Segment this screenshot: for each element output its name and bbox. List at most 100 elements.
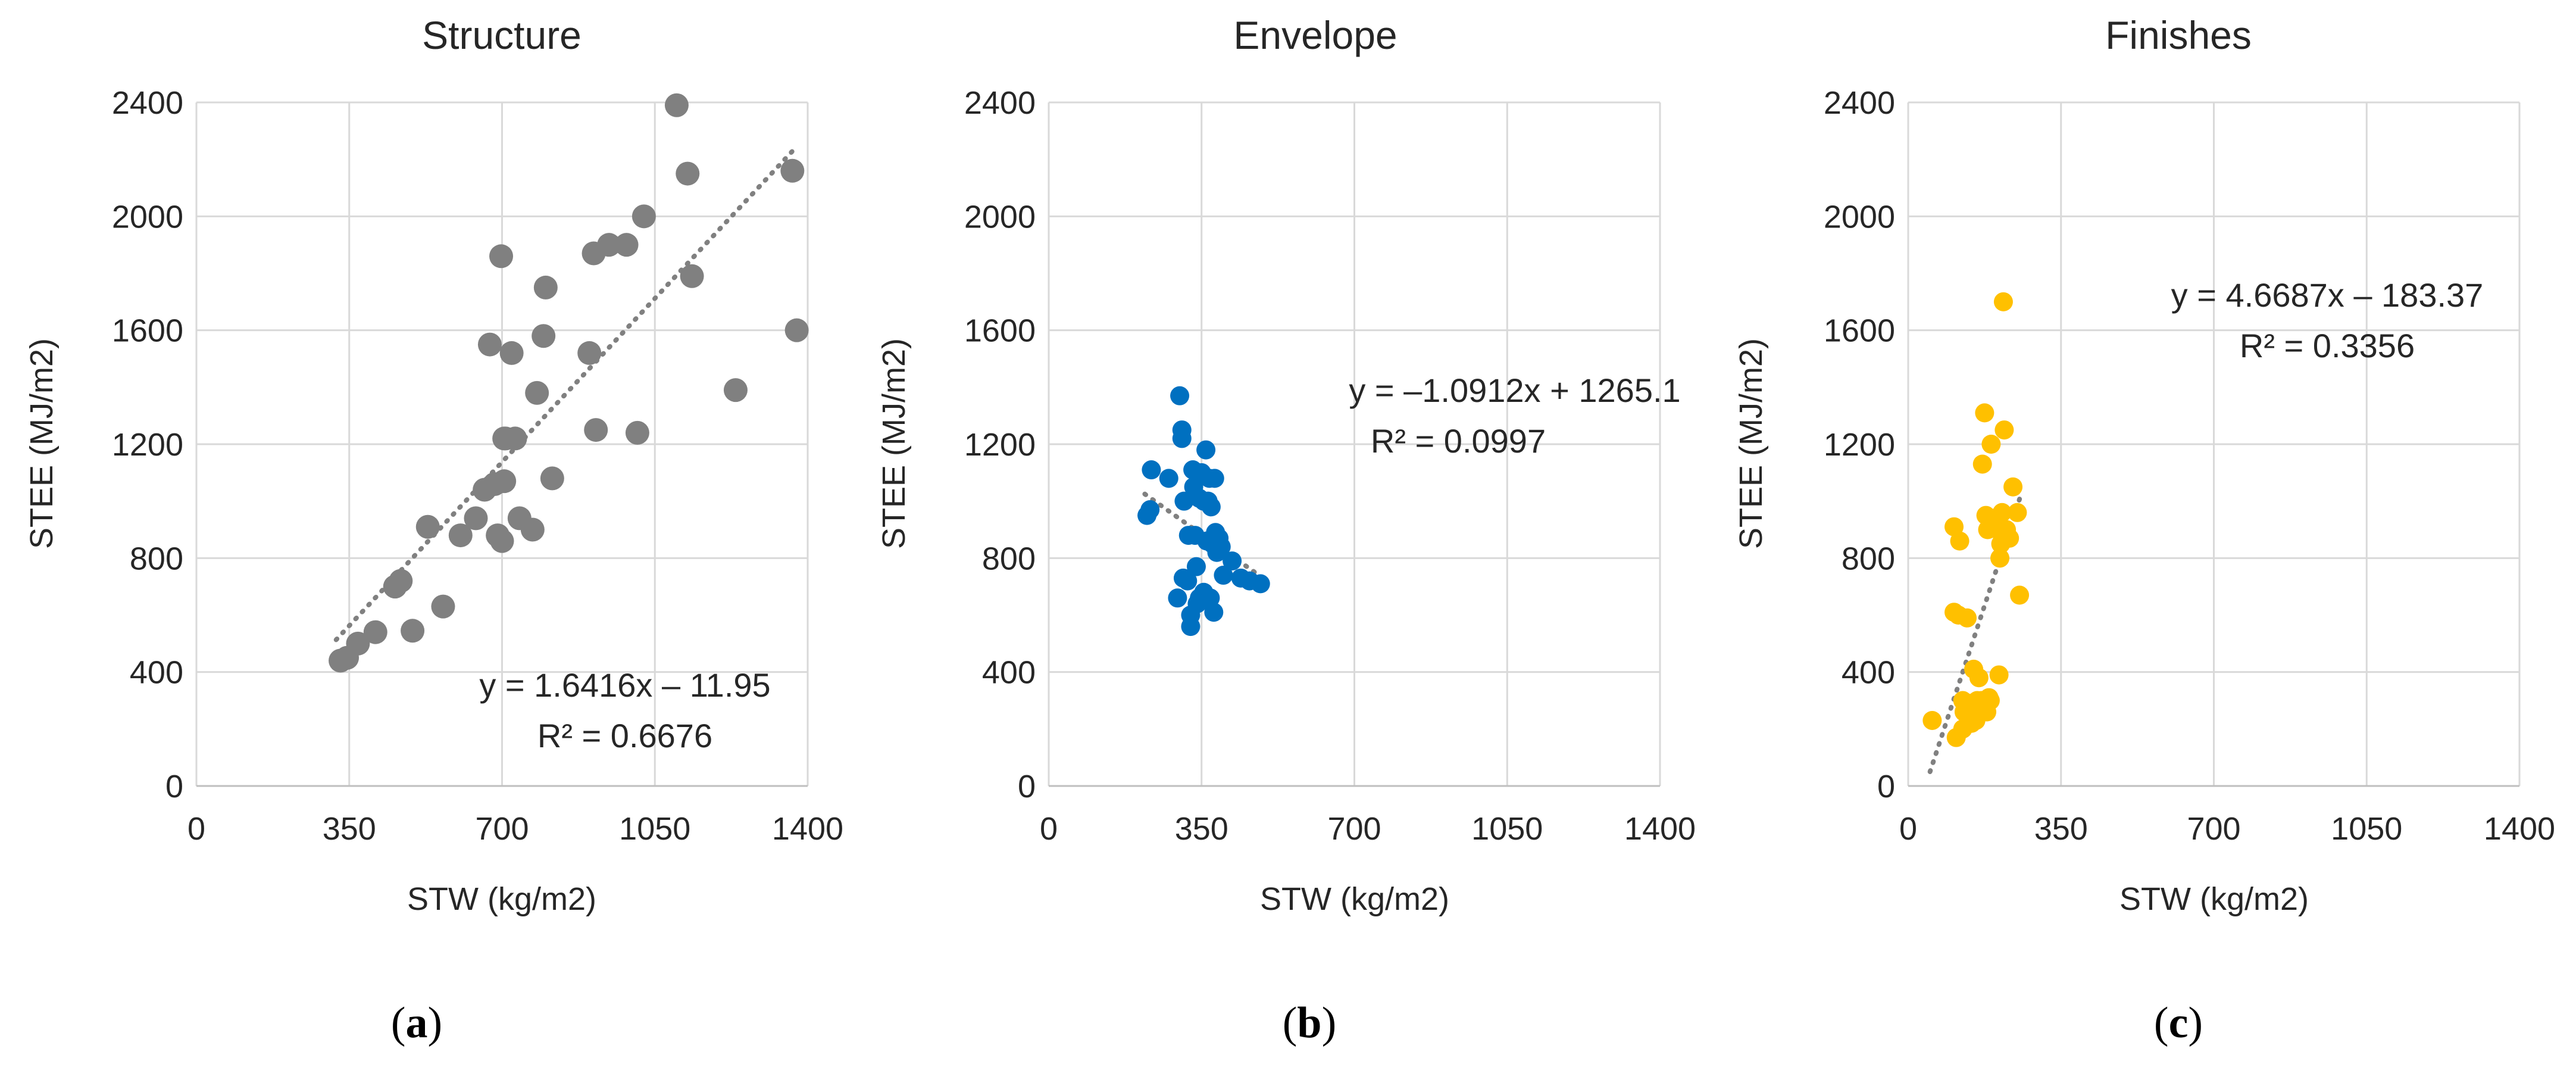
data-point — [1251, 574, 1270, 594]
data-point — [532, 324, 556, 348]
x-tick-label: 0 — [1040, 811, 1058, 847]
data-point — [1950, 531, 1969, 551]
data-point — [1992, 503, 2012, 522]
y-tick-label: 1200 — [112, 427, 183, 463]
x-tick-label: 1400 — [772, 811, 843, 847]
panel-finishes: Finishes STEE (MJ/m2) STW (kg/m2) 0 400 80… — [1733, 13, 2555, 1047]
data-point — [1990, 548, 2010, 568]
data-point — [664, 93, 689, 117]
chart-title: Finishes — [2105, 13, 2252, 57]
trendline — [1927, 490, 2024, 775]
data-point — [1196, 440, 1216, 460]
panel-envelope: Envelope STEE (MJ/m2) STW (kg/m2) 0 400 80… — [876, 13, 1696, 1047]
data-point — [540, 466, 564, 491]
data-point — [464, 506, 488, 531]
y-tick-label: 2400 — [964, 85, 1036, 121]
x-tick-label: 1400 — [1624, 811, 1696, 847]
data-point — [415, 514, 440, 539]
x-axis-title: STW (kg/m2) — [2119, 881, 2309, 917]
x-tick-label: 0 — [187, 811, 205, 847]
data-point — [1972, 454, 1992, 474]
y-tick-label: 0 — [165, 769, 183, 804]
data-point — [525, 380, 549, 405]
data-point — [2003, 477, 2023, 497]
y-tick-label: 2400 — [1824, 85, 1895, 121]
x-tick-label: 0 — [1899, 811, 1917, 847]
trendline-equation: y = 1.6416x – 11.95 — [479, 666, 770, 704]
data-point — [584, 418, 608, 442]
r-squared-label: R² = 0.6676 — [537, 717, 712, 754]
data-point — [533, 275, 558, 300]
y-tick-label: 1600 — [112, 313, 183, 349]
panel-structure: Structure STEE (MJ/m2) STW (kg/m2) 0 400 8… — [24, 13, 843, 1047]
y-axis-title: STEE (MJ/m2) — [876, 338, 912, 549]
data-point — [2010, 585, 2030, 605]
data-point — [1201, 497, 1221, 517]
chart-title: Structure — [422, 13, 582, 57]
x-tick-label: 350 — [2034, 811, 2088, 847]
data-point — [1168, 588, 1187, 608]
data-point — [1204, 603, 1224, 622]
data-point — [1993, 292, 2013, 311]
data-point — [520, 517, 545, 542]
y-tick-label: 2000 — [112, 199, 183, 235]
r-squared-label: R² = 0.3356 — [2240, 327, 2415, 364]
y-tick-label: 1600 — [964, 313, 1036, 349]
data-point — [490, 529, 514, 553]
y-tick-label: 400 — [982, 655, 1036, 691]
x-tick-label: 350 — [1175, 811, 1228, 847]
data-point — [1969, 668, 1989, 688]
panel-caption-letter: b — [1297, 999, 1321, 1047]
data-point — [1980, 691, 2000, 710]
data-point — [625, 420, 649, 445]
data-point — [577, 341, 602, 365]
data-point — [1140, 500, 1160, 520]
data-point — [1981, 435, 2001, 454]
data-point — [1142, 460, 1161, 480]
data-point — [1975, 403, 1994, 423]
data-point — [784, 318, 809, 342]
data-point — [632, 204, 656, 229]
y-tick-label: 400 — [130, 655, 183, 691]
x-axis-title: STW (kg/m2) — [1260, 881, 1449, 917]
data-point — [431, 594, 455, 619]
x-axis-title: STW (kg/m2) — [407, 881, 596, 917]
data-point — [477, 332, 502, 357]
data-point — [2008, 503, 2027, 522]
x-tick-label: 1050 — [1471, 811, 1543, 847]
x-tick-label: 350 — [323, 811, 376, 847]
y-tick-label: 0 — [1877, 769, 1895, 804]
data-point — [499, 341, 524, 365]
data-point — [389, 569, 413, 593]
data-point — [1214, 566, 1233, 585]
chart-title: Envelope — [1233, 13, 1397, 57]
data-point — [489, 244, 514, 269]
data-point — [1201, 588, 1220, 608]
data-point — [363, 620, 387, 644]
data-point — [1205, 469, 1224, 488]
y-tick-label: 1200 — [964, 427, 1036, 463]
data-point — [492, 469, 517, 494]
y-tick-label: 0 — [1018, 769, 1036, 804]
data-point — [1172, 429, 1192, 448]
y-tick-label: 800 — [130, 541, 183, 576]
panel-caption: (a) — [391, 999, 442, 1047]
y-tick-label: 1200 — [1824, 427, 1895, 463]
x-tick-label: 1400 — [2484, 811, 2555, 847]
trendline-equation: y = –1.0912x + 1265.1 — [1349, 372, 1680, 409]
y-tick-label: 2000 — [964, 199, 1036, 235]
r-squared-label: R² = 0.0997 — [1371, 422, 1546, 460]
data-point — [1211, 537, 1231, 557]
panel-caption-letter: a — [406, 999, 428, 1047]
data-point — [680, 264, 704, 288]
x-tick-label: 700 — [2187, 811, 2240, 847]
data-point — [1170, 386, 1190, 405]
panel-caption: (b) — [1283, 999, 1336, 1047]
data-point — [614, 233, 639, 257]
data-point — [1989, 665, 2009, 685]
data-point — [723, 378, 748, 403]
data-point — [503, 426, 527, 451]
x-tick-label: 1050 — [619, 811, 690, 847]
data-point — [1994, 420, 2014, 440]
